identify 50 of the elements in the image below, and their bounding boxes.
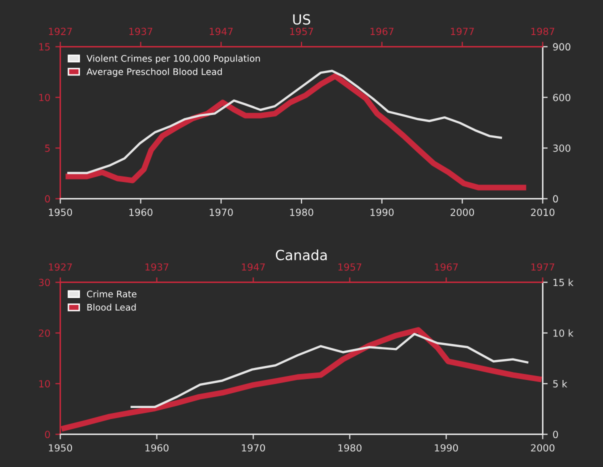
y2-tick-label: 15 k — [553, 278, 574, 286]
x2-tick-label: 1937 — [129, 28, 152, 36]
legend-label: Violent Crimes per 100,000 Population — [86, 54, 260, 64]
legend-label: Crime Rate — [86, 290, 136, 298]
x-tick-label: 1960 — [145, 444, 169, 452]
x2-tick-label: 1957 — [290, 28, 314, 36]
x-tick-label: 1970 — [242, 444, 265, 452]
x2-tick-label: 1947 — [242, 263, 265, 271]
x-tick-label: 1980 — [338, 444, 362, 452]
x-tick-label: 2000 — [450, 208, 474, 216]
chart-title: Canada — [276, 250, 327, 260]
y2-tick-label: 600 — [553, 94, 570, 102]
y2-tick-label: 10 k — [553, 329, 574, 337]
y-tick-label: 30 — [38, 278, 50, 286]
legend-label: Average Preschool Blood Lead — [86, 68, 222, 77]
x-tick-label: 1960 — [129, 208, 152, 216]
y-tick-label: 15 — [39, 43, 50, 51]
x-tick-label: 1950 — [48, 208, 72, 216]
line-series — [130, 332, 528, 408]
legend-label: Blood Lead — [87, 304, 136, 311]
x-tick-label: 1980 — [290, 208, 314, 216]
x2-tick-label: 1977 — [531, 263, 554, 271]
x-tick-label: 2010 — [531, 208, 554, 216]
line-series — [67, 70, 502, 174]
y-tick-label: 5 — [45, 144, 50, 152]
y-tick-label: 0 — [45, 195, 50, 203]
x2-tick-label: 1977 — [450, 28, 474, 36]
x-tick-label: 1990 — [370, 208, 394, 216]
y-tick-label: 10 — [39, 94, 50, 102]
x2-tick-label: 1967 — [434, 263, 458, 271]
y2-tick-label: 300 — [553, 144, 570, 152]
y2-tick-label: 0 — [553, 430, 558, 438]
y2-tick-label: 5 k — [553, 380, 568, 388]
x2-tick-label: 1927 — [48, 263, 72, 271]
y2-tick-label: 0 — [553, 195, 558, 203]
x2-tick-label: 1927 — [48, 28, 72, 36]
x-tick-label: 2000 — [531, 444, 554, 452]
x-tick-label: 1970 — [210, 208, 233, 216]
chart-title: US — [293, 14, 310, 25]
y-tick-label: 20 — [38, 329, 50, 337]
x-tick-label: 1950 — [48, 444, 72, 452]
x2-tick-label: 1987 — [531, 28, 554, 36]
x2-tick-label: 1957 — [338, 263, 362, 271]
x2-tick-label: 1967 — [370, 28, 394, 36]
x-tick-label: 1990 — [434, 444, 458, 452]
y-tick-label: 0 — [45, 430, 50, 438]
x2-tick-label: 1947 — [210, 28, 233, 36]
y-tick-label: 10 — [39, 380, 50, 388]
x2-tick-label: 1937 — [145, 263, 168, 271]
y2-tick-label: 900 — [553, 43, 570, 51]
